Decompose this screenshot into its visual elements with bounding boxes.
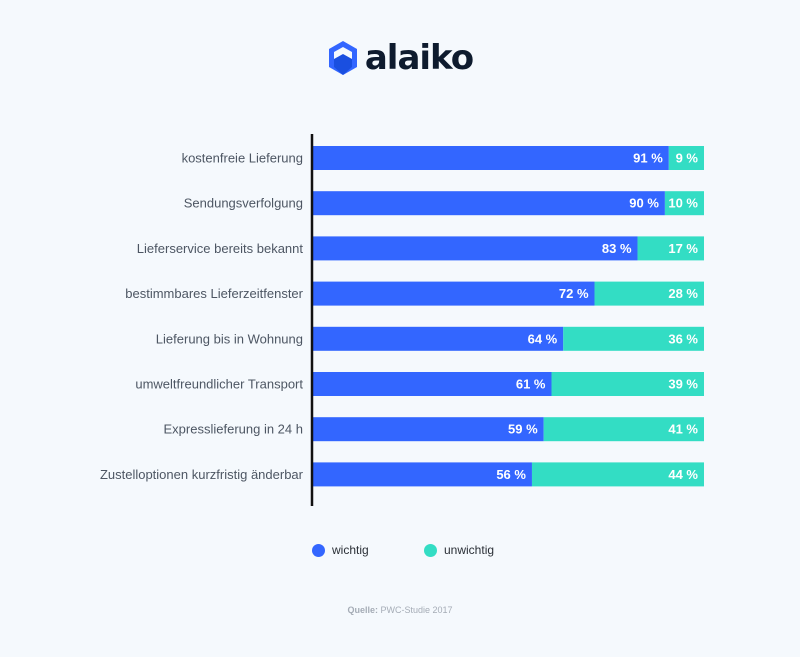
legend-swatch-wichtig <box>312 543 325 557</box>
bar-unwichtig <box>543 417 704 442</box>
bar-wichtig <box>313 326 564 351</box>
source-text: PWC-Studie 2017 <box>380 605 453 615</box>
category-label: umweltfreundlicher Transport <box>135 377 303 392</box>
category-label: Lieferservice bereits bekannt <box>137 241 304 256</box>
data-label-wichtig: 59 % <box>508 422 538 437</box>
data-label-unwichtig: 36 % <box>668 331 698 346</box>
data-label-unwichtig: 39 % <box>668 377 698 392</box>
brand-name: alaiko <box>364 38 474 78</box>
bar-unwichtig <box>668 146 704 170</box>
brand-logo: alaiko <box>0 38 800 78</box>
source-note: Quelle: PWC-Studie 2017 <box>0 605 800 615</box>
bar-unwichtig <box>563 326 704 351</box>
bar-unwichtig <box>551 372 704 396</box>
bar-wichtig <box>313 236 638 261</box>
data-label-unwichtig: 17 % <box>668 241 698 256</box>
bar-unwichtig <box>531 462 704 487</box>
data-label-unwichtig: 44 % <box>668 467 698 482</box>
data-label-wichtig: 91 % <box>633 151 663 166</box>
category-label: Expresslieferung in 24 h <box>164 422 303 437</box>
category-label: Sendungsverfolgung <box>184 196 303 211</box>
bar-wichtig <box>313 462 532 487</box>
legend: wichtig unwichtig <box>0 543 800 563</box>
category-label: bestimmbares Lieferzeitfenster <box>125 286 303 301</box>
data-label-wichtig: 64 % <box>528 331 558 346</box>
bar-wichtig <box>313 417 544 442</box>
data-label-unwichtig: 28 % <box>668 286 698 301</box>
category-label: kostenfreie Lieferung <box>182 151 303 166</box>
hexagon-logo-icon <box>328 41 357 75</box>
data-label-wichtig: 61 % <box>516 377 546 392</box>
legend-swatch-unwichtig <box>424 543 437 557</box>
bar-unwichtig <box>664 191 704 216</box>
legend-item-wichtig: wichtig <box>312 543 369 557</box>
legend-label-wichtig: wichtig <box>332 543 369 557</box>
legend-label-unwichtig: unwichtig <box>444 543 495 557</box>
bar-wichtig <box>313 281 595 306</box>
bar-wichtig <box>313 191 665 216</box>
data-label-wichtig: 83 % <box>602 241 632 256</box>
category-label: Lieferung bis in Wohnung <box>156 331 303 346</box>
source-label: Quelle: <box>347 605 378 615</box>
bar-unwichtig <box>594 281 704 306</box>
data-label-wichtig: 56 % <box>496 467 526 482</box>
legend-item-unwichtig: unwichtig <box>424 543 494 557</box>
bar-wichtig <box>313 372 552 396</box>
data-label-unwichtig: 41 % <box>668 422 698 437</box>
data-label-wichtig: 72 % <box>559 286 589 301</box>
bar-unwichtig <box>637 236 704 261</box>
bar-wichtig <box>313 146 669 170</box>
data-label-unwichtig: 10 % <box>668 196 698 211</box>
data-label-unwichtig: 9 % <box>676 151 699 166</box>
data-label-wichtig: 90 % <box>629 196 659 211</box>
category-label: Zustelloptionen kurzfristig änderbar <box>100 467 304 482</box>
